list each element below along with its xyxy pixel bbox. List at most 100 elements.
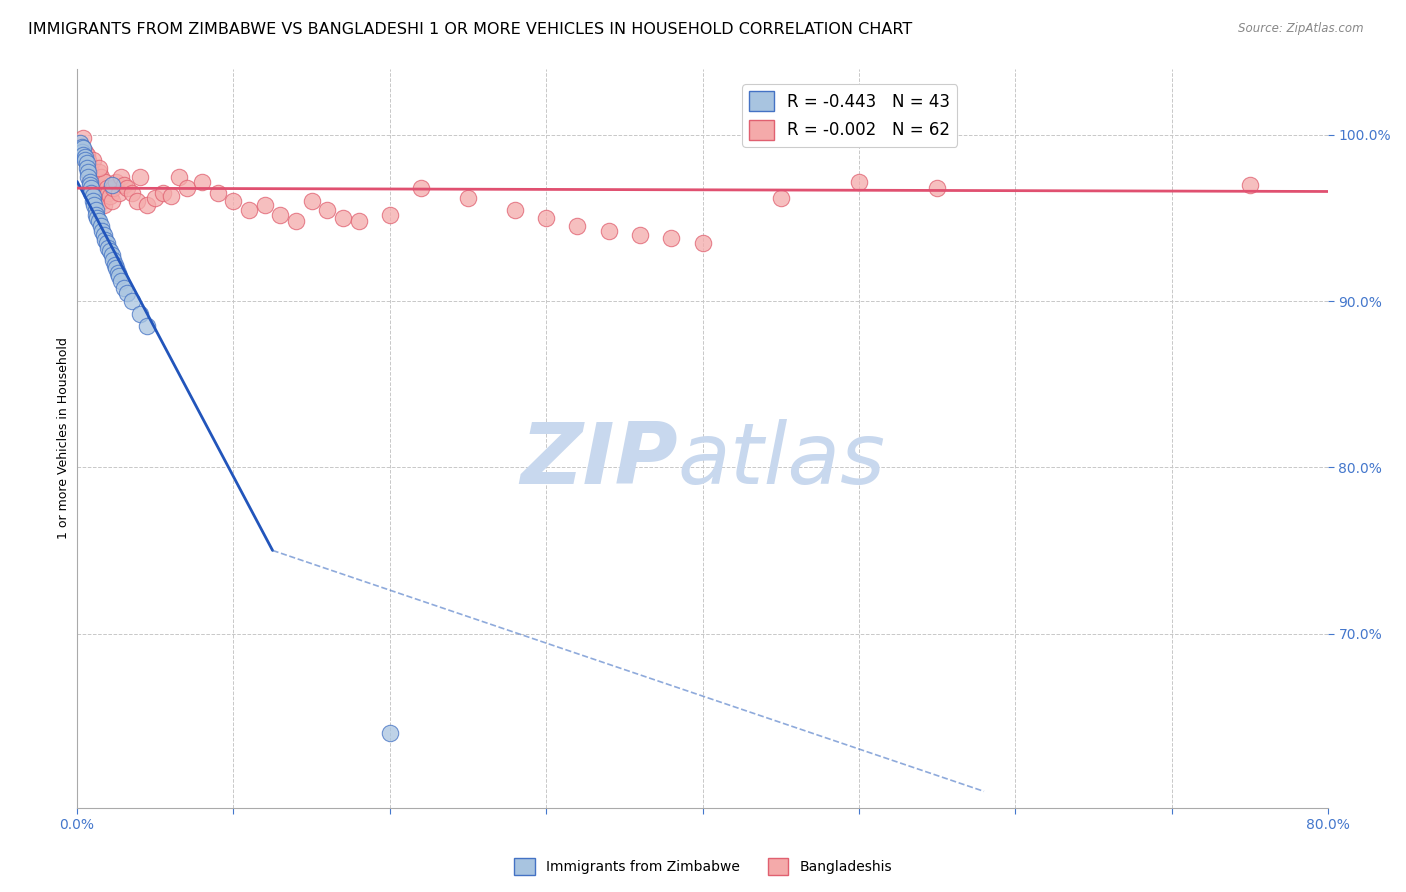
Point <box>72 141 94 155</box>
Point <box>112 178 135 192</box>
Point <box>83 181 105 195</box>
Point <box>112 281 135 295</box>
Point <box>110 274 132 288</box>
Point <box>457 191 479 205</box>
Point <box>167 169 190 184</box>
Point <box>100 194 122 209</box>
Point <box>91 224 114 238</box>
Point <box>269 208 291 222</box>
Point <box>100 178 122 192</box>
Point <box>628 227 651 242</box>
Point <box>91 194 114 209</box>
Y-axis label: 1 or more Vehicles in Household: 1 or more Vehicles in Household <box>58 337 70 539</box>
Point <box>692 235 714 250</box>
Point <box>84 208 107 222</box>
Point <box>238 202 260 217</box>
Point <box>143 191 166 205</box>
Point <box>110 169 132 184</box>
Point <box>77 169 100 184</box>
Point <box>848 174 870 188</box>
Point <box>285 214 308 228</box>
Point <box>598 224 620 238</box>
Point <box>191 174 214 188</box>
Point <box>82 189 104 203</box>
Text: ZIP: ZIP <box>520 419 678 502</box>
Point <box>121 186 143 201</box>
Point <box>925 181 948 195</box>
Point <box>128 169 150 184</box>
Point <box>97 186 120 201</box>
Point <box>79 169 101 184</box>
Point <box>1239 178 1261 192</box>
Point <box>98 189 121 203</box>
Point <box>332 211 354 225</box>
Point <box>70 145 93 159</box>
Point <box>87 214 110 228</box>
Point <box>73 150 96 164</box>
Point <box>98 244 121 259</box>
Legend: Immigrants from Zimbabwe, Bangladeshis: Immigrants from Zimbabwe, Bangladeshis <box>509 853 897 880</box>
Point <box>79 174 101 188</box>
Point <box>93 227 115 242</box>
Point <box>82 178 104 192</box>
Point <box>86 211 108 225</box>
Point <box>125 194 148 209</box>
Point <box>108 269 131 284</box>
Point <box>72 148 94 162</box>
Point <box>136 198 159 212</box>
Point <box>136 319 159 334</box>
Point <box>121 294 143 309</box>
Point <box>411 181 433 195</box>
Point <box>96 181 118 195</box>
Point <box>80 174 103 188</box>
Point <box>83 198 105 212</box>
Text: IMMIGRANTS FROM ZIMBABWE VS BANGLADESHI 1 OR MORE VEHICLES IN HOUSEHOLD CORRELAT: IMMIGRANTS FROM ZIMBABWE VS BANGLADESHI … <box>28 22 912 37</box>
Point <box>70 139 93 153</box>
Point <box>76 148 98 162</box>
Point <box>105 260 128 275</box>
Point <box>77 164 100 178</box>
Legend: R = -0.443   N = 43, R = -0.002   N = 62: R = -0.443 N = 43, R = -0.002 N = 62 <box>742 84 957 146</box>
Point <box>378 726 401 740</box>
Point <box>77 153 100 167</box>
Point <box>107 266 129 280</box>
Point <box>378 208 401 222</box>
Point <box>79 161 101 176</box>
Point <box>115 181 138 195</box>
Point <box>69 136 91 151</box>
Point <box>73 153 96 167</box>
Point <box>82 153 104 167</box>
Point <box>76 161 98 176</box>
Point <box>82 194 104 209</box>
Point <box>73 145 96 159</box>
Point <box>97 241 120 255</box>
Point <box>253 198 276 212</box>
Text: Source: ZipAtlas.com: Source: ZipAtlas.com <box>1239 22 1364 36</box>
Point <box>160 189 183 203</box>
Point <box>87 161 110 176</box>
Point <box>94 174 117 188</box>
Point <box>84 202 107 217</box>
Point <box>86 191 108 205</box>
Point <box>301 194 323 209</box>
Point <box>115 285 138 300</box>
Point <box>84 186 107 201</box>
Point <box>769 191 792 205</box>
Point <box>101 252 124 267</box>
Point <box>128 308 150 322</box>
Point <box>90 169 112 184</box>
Point <box>105 174 128 188</box>
Point <box>76 156 98 170</box>
Point <box>316 202 339 217</box>
Point <box>567 219 589 234</box>
Point <box>93 198 115 212</box>
Point <box>659 231 682 245</box>
Point <box>100 247 122 261</box>
Point <box>222 194 245 209</box>
Text: atlas: atlas <box>678 419 886 502</box>
Point <box>80 181 103 195</box>
Point <box>90 219 112 234</box>
Point <box>104 258 127 272</box>
Point <box>80 186 103 201</box>
Point <box>72 131 94 145</box>
